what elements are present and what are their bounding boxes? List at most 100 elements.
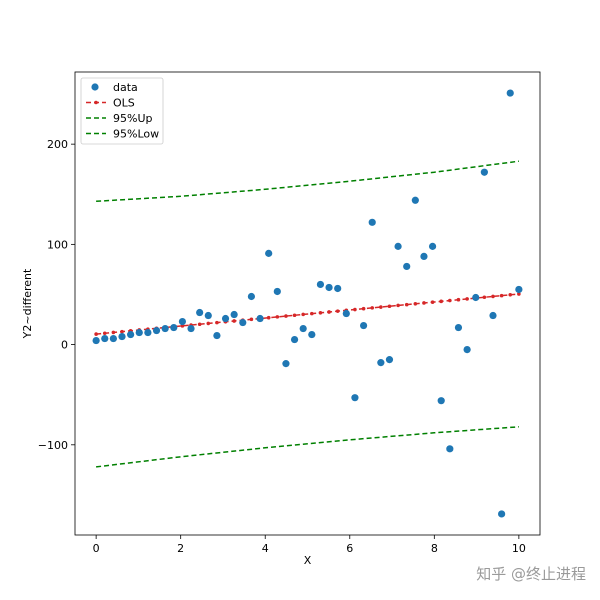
data-point bbox=[437, 397, 445, 405]
data-point bbox=[204, 311, 212, 320]
data-point bbox=[256, 314, 264, 323]
legend-label: 95%Low bbox=[113, 128, 159, 141]
ols-marker bbox=[232, 319, 236, 323]
data-point bbox=[454, 323, 463, 332]
data-point bbox=[308, 330, 316, 339]
data-point bbox=[109, 334, 117, 343]
data-point bbox=[377, 359, 385, 367]
legend-marker-ols-dot bbox=[94, 100, 98, 105]
data-point bbox=[299, 324, 307, 333]
ols-marker bbox=[413, 301, 418, 306]
lower-band-line bbox=[96, 426, 519, 468]
ols-marker bbox=[404, 302, 409, 307]
ols-marker bbox=[310, 311, 314, 316]
legend-box bbox=[80, 77, 164, 145]
data-point bbox=[359, 321, 368, 330]
y-tick-label: 100 bbox=[47, 238, 68, 251]
ols-marker bbox=[491, 294, 495, 299]
ols-marker bbox=[430, 300, 435, 304]
ols-marker bbox=[111, 330, 116, 335]
data-point bbox=[144, 328, 152, 337]
legend-label: OLS bbox=[113, 97, 135, 110]
legend-label: data bbox=[113, 81, 138, 94]
ols-marker bbox=[499, 293, 504, 298]
data-point bbox=[161, 324, 169, 333]
data-point bbox=[446, 445, 454, 453]
data-point bbox=[187, 324, 195, 333]
data-point bbox=[463, 345, 471, 354]
data-point bbox=[515, 285, 523, 294]
data-point bbox=[506, 89, 514, 97]
data-point bbox=[170, 323, 178, 332]
data-point bbox=[135, 328, 143, 337]
data-point bbox=[196, 308, 204, 317]
data-point bbox=[403, 262, 411, 271]
plot-area bbox=[74, 71, 541, 536]
x-tick-label: 0 bbox=[93, 542, 100, 555]
ols-marker bbox=[206, 321, 211, 326]
data-point bbox=[325, 283, 333, 292]
ols-marker bbox=[396, 303, 400, 308]
ols-marker bbox=[284, 314, 288, 318]
ols-marker bbox=[353, 307, 357, 312]
ols-marker bbox=[482, 295, 487, 300]
data-point bbox=[290, 335, 299, 344]
ols-marker bbox=[439, 299, 444, 304]
ols-marker bbox=[275, 315, 280, 319]
ols-marker bbox=[120, 329, 124, 334]
data-point bbox=[480, 168, 488, 176]
plot-frame bbox=[74, 71, 541, 536]
ols-marker bbox=[456, 297, 461, 302]
ols-marker bbox=[215, 320, 219, 325]
ols-marker bbox=[422, 301, 426, 305]
ols-marker bbox=[517, 292, 521, 296]
x-axis-label: X bbox=[304, 554, 312, 567]
ols-marker bbox=[370, 306, 375, 310]
data-point bbox=[394, 242, 402, 250]
x-tick-label: 10 bbox=[512, 542, 526, 555]
data-point bbox=[351, 394, 359, 402]
ols-marker bbox=[387, 304, 392, 309]
data-point bbox=[273, 287, 281, 296]
data-point bbox=[385, 356, 394, 364]
data-point bbox=[178, 317, 187, 326]
x-tick-label: 8 bbox=[431, 542, 438, 555]
data-point bbox=[230, 310, 238, 319]
ols-marker bbox=[379, 305, 383, 309]
ols-marker bbox=[266, 315, 271, 320]
ols-marker bbox=[327, 310, 331, 314]
data-point bbox=[334, 284, 342, 293]
data-point bbox=[92, 336, 100, 345]
data-point bbox=[152, 326, 161, 335]
data-point bbox=[127, 330, 135, 339]
data-point bbox=[316, 280, 325, 289]
ols-marker bbox=[465, 297, 469, 301]
ols-marker bbox=[318, 310, 323, 315]
data-point bbox=[118, 332, 126, 341]
data-point bbox=[221, 314, 230, 323]
y-axis-label: Y2~different bbox=[21, 268, 34, 339]
x-tick-label: 6 bbox=[346, 542, 353, 555]
ols-marker bbox=[335, 309, 340, 313]
ols-marker bbox=[292, 313, 297, 318]
axis-ticks: 0 2 4 6 8 10 −100 0 100 200 bbox=[38, 138, 526, 555]
data-point bbox=[411, 196, 419, 204]
watermark: 知乎 @终止进程 bbox=[476, 565, 586, 583]
ols-marker bbox=[448, 298, 452, 303]
data-point bbox=[101, 334, 109, 343]
data-point bbox=[247, 292, 256, 301]
legend: data OLS 95%Up 95%Low bbox=[80, 77, 164, 145]
y-tick-label: 200 bbox=[47, 138, 68, 151]
y-tick-label: −100 bbox=[38, 439, 68, 452]
ols-marker bbox=[102, 331, 107, 336]
data-point bbox=[265, 249, 273, 257]
legend-marker-data bbox=[91, 83, 99, 91]
upper-band-line bbox=[96, 160, 519, 203]
data-point bbox=[239, 318, 247, 327]
ols-marker bbox=[361, 306, 366, 311]
data-point bbox=[428, 242, 437, 250]
data-point bbox=[342, 309, 350, 318]
data-point bbox=[489, 311, 497, 320]
data-point bbox=[498, 510, 506, 518]
